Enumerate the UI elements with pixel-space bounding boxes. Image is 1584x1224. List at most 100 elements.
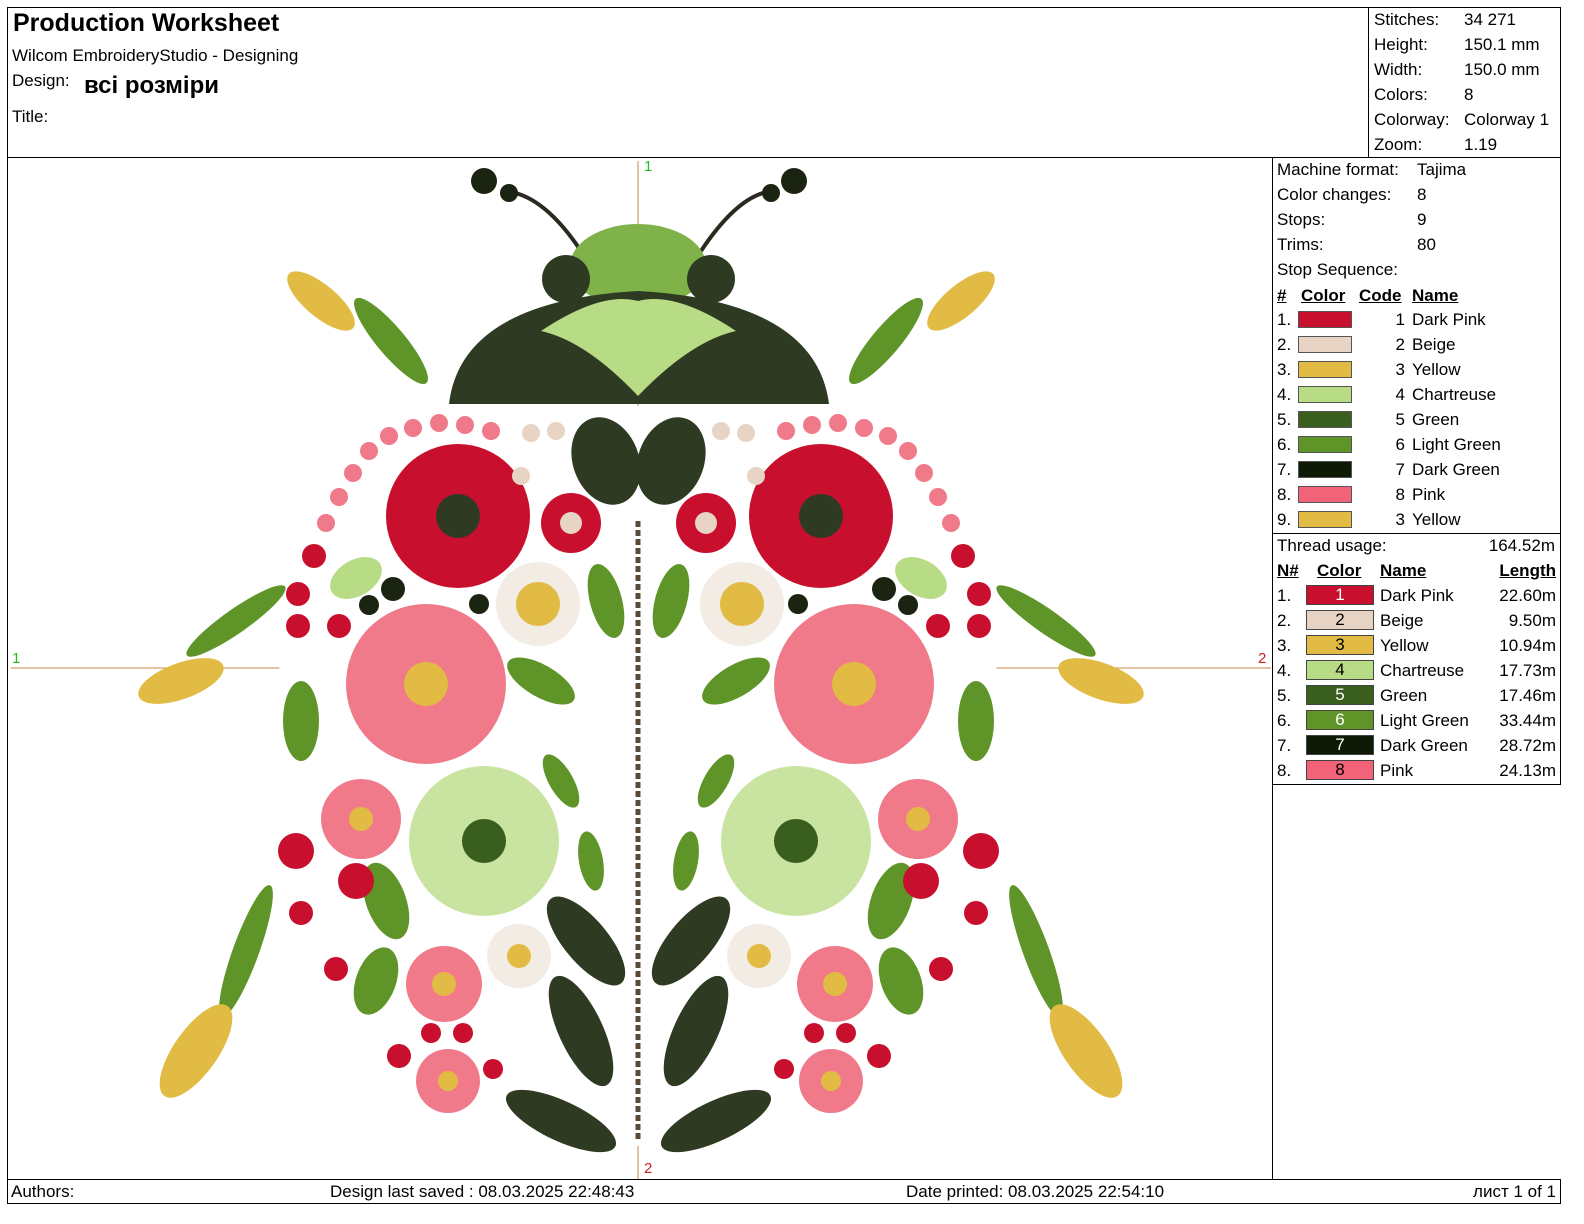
stop-row-num: 4. xyxy=(1277,385,1292,404)
thread-row-length: 10.94m xyxy=(1499,636,1556,655)
summary-label: Height: xyxy=(1374,35,1428,54)
stop-row-num: 1. xyxy=(1277,310,1292,329)
right-column-blank xyxy=(1272,784,1561,1180)
stop-row-code: 2 xyxy=(1395,335,1405,354)
thread-row-length: 22.60m xyxy=(1499,586,1556,605)
thread-row-num: 5. xyxy=(1277,686,1292,705)
summary-label: Colors: xyxy=(1374,85,1428,104)
stop-row-num: 5. xyxy=(1277,410,1292,429)
thread-row-swatch: 5 xyxy=(1306,685,1374,705)
footer-page-number: лист 1 of 1 xyxy=(1473,1182,1556,1201)
design-name: всі розміри xyxy=(84,72,220,99)
summary-value: 34 271 xyxy=(1464,10,1516,29)
summary-value: 150.1 mm xyxy=(1464,35,1540,54)
thread-row-num: 6. xyxy=(1277,711,1292,730)
summary-value: 8 xyxy=(1464,85,1474,104)
thread-header-length: Length xyxy=(1499,561,1556,580)
thread-row-swatch: 1 xyxy=(1306,585,1374,605)
thread-row-length: 33.44m xyxy=(1499,711,1556,730)
stop-row-code: 4 xyxy=(1395,385,1405,404)
footer-bar: Authors: Design last saved : 08.03.2025 … xyxy=(7,1179,1561,1204)
stop-row-num: 3. xyxy=(1277,360,1292,379)
thread-row-name: Dark Pink xyxy=(1380,586,1454,605)
stop-row-code: 1 xyxy=(1395,310,1405,329)
thread-header-num: N# xyxy=(1277,561,1299,580)
stop-row-num: 6. xyxy=(1277,435,1292,454)
summary-value: Colorway 1 xyxy=(1464,110,1550,129)
stop-row-name: Pink xyxy=(1412,485,1446,504)
stop-row-swatch xyxy=(1298,486,1352,503)
thread-row-swatch: 7 xyxy=(1306,735,1374,755)
thread-usage-label: Thread usage: xyxy=(1277,536,1387,555)
thread-usage-panel: Thread usage: 164.52m N# Color Name Leng… xyxy=(1272,533,1561,785)
thread-row-num: 1. xyxy=(1277,586,1292,605)
footer-authors: Authors: xyxy=(11,1182,75,1201)
thread-row-name: Green xyxy=(1380,686,1428,705)
stop-header-num: # xyxy=(1277,286,1287,305)
design-label: Design: xyxy=(12,71,70,90)
thread-row-swatch: 4 xyxy=(1306,660,1374,680)
stop-row-num: 7. xyxy=(1277,460,1292,479)
stop-row-num: 2. xyxy=(1277,335,1292,354)
thread-header-name: Name xyxy=(1380,561,1427,580)
thread-row-swatch: 2 xyxy=(1306,610,1374,630)
thread-row-length: 17.73m xyxy=(1499,661,1556,680)
worksheet-title: Production Worksheet xyxy=(13,9,280,37)
footer-last-saved: Design last saved : 08.03.2025 22:48:43 xyxy=(330,1182,635,1201)
machine-value: 80 xyxy=(1417,235,1436,254)
stop-row-name: Beige xyxy=(1412,335,1456,354)
stop-row-code: 3 xyxy=(1395,510,1405,529)
stop-row-swatch xyxy=(1298,411,1352,428)
thread-row-name: Chartreuse xyxy=(1380,661,1465,680)
thread-row-num: 3. xyxy=(1277,636,1292,655)
stop-row-swatch xyxy=(1298,461,1352,478)
stop-sequence-title: Stop Sequence: xyxy=(1277,260,1398,279)
thread-row-name: Light Green xyxy=(1380,711,1469,730)
stop-row-code: 6 xyxy=(1395,435,1405,454)
crosshair-marker-left: 1 xyxy=(12,650,21,667)
stop-row-num: 9. xyxy=(1277,510,1292,529)
embroidery-preview xyxy=(11,161,1271,1179)
machine-value: 8 xyxy=(1417,185,1427,204)
thread-row-length: 28.72m xyxy=(1499,736,1556,755)
design-canvas: 1 2 1 2 xyxy=(7,157,1273,1180)
summary-label: Stitches: xyxy=(1374,10,1440,29)
crosshair-marker-bottom: 2 xyxy=(644,1160,653,1177)
stop-row-name: Dark Pink xyxy=(1412,310,1486,329)
summary-value: 150.0 mm xyxy=(1464,60,1540,79)
thread-row-name: Beige xyxy=(1380,611,1424,630)
summary-value: 1.19 xyxy=(1464,135,1498,154)
machine-label: Machine format: xyxy=(1277,160,1399,179)
stop-header-code: Code xyxy=(1359,286,1402,305)
thread-row-name: Pink xyxy=(1380,761,1414,780)
footer-date-printed: Date printed: 08.03.2025 22:54:10 xyxy=(906,1182,1165,1201)
summary-label: Zoom: xyxy=(1374,135,1423,154)
software-name: Wilcom EmbroideryStudio - Designing xyxy=(12,46,299,65)
stop-row-code: 8 xyxy=(1395,485,1405,504)
thread-row-num: 7. xyxy=(1277,736,1292,755)
machine-panel: Machine format: Tajima Color changes: 8 … xyxy=(1272,157,1561,534)
machine-label: Stops: xyxy=(1277,210,1326,229)
stop-row-code: 5 xyxy=(1395,410,1405,429)
machine-label: Color changes: xyxy=(1277,185,1392,204)
stop-row-swatch xyxy=(1298,361,1352,378)
thread-row-length: 24.13m xyxy=(1499,761,1556,780)
machine-label: Trims: xyxy=(1277,235,1324,254)
stop-row-name: Yellow xyxy=(1412,360,1461,379)
thread-header-color: Color xyxy=(1317,561,1362,580)
stop-row-swatch xyxy=(1298,436,1352,453)
stop-header-color: Color xyxy=(1301,286,1346,305)
summary-label: Width: xyxy=(1374,60,1423,79)
thread-row-name: Yellow xyxy=(1380,636,1429,655)
crosshair-marker-top: 1 xyxy=(644,158,653,175)
stop-row-swatch xyxy=(1298,386,1352,403)
thread-row-swatch: 8 xyxy=(1306,760,1374,780)
stop-row-name: Yellow xyxy=(1412,510,1461,529)
stop-row-num: 8. xyxy=(1277,485,1292,504)
thread-row-length: 9.50m xyxy=(1508,611,1556,630)
thread-row-num: 8. xyxy=(1277,761,1292,780)
machine-value: Tajima xyxy=(1417,160,1467,179)
header-panel: Production Worksheet Wilcom EmbroiderySt… xyxy=(7,7,1369,158)
thread-row-num: 2. xyxy=(1277,611,1292,630)
stop-row-name: Green xyxy=(1412,410,1460,429)
